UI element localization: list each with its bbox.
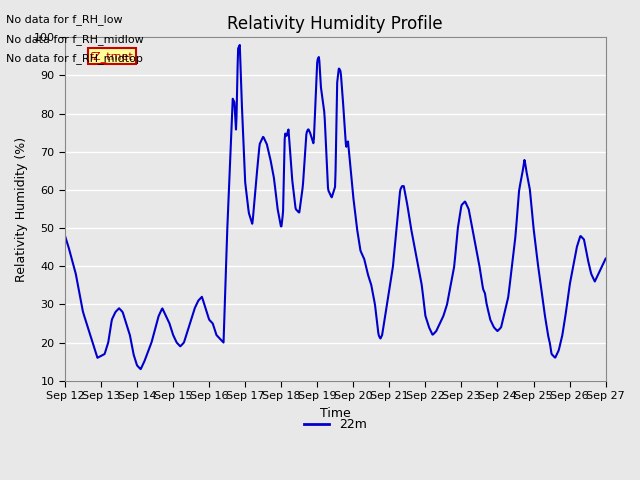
Text: No data for f_RH_midtop: No data for f_RH_midtop bbox=[6, 53, 143, 64]
Legend: 22m: 22m bbox=[299, 413, 372, 436]
Text: No data for f_RH_midlow: No data for f_RH_midlow bbox=[6, 34, 144, 45]
Y-axis label: Relativity Humidity (%): Relativity Humidity (%) bbox=[15, 136, 28, 282]
Text: No data for f_RH_low: No data for f_RH_low bbox=[6, 14, 123, 25]
Title: Relativity Humidity Profile: Relativity Humidity Profile bbox=[227, 15, 443, 33]
X-axis label: Time: Time bbox=[320, 407, 351, 420]
Text: fZ_tmet: fZ_tmet bbox=[90, 51, 134, 61]
